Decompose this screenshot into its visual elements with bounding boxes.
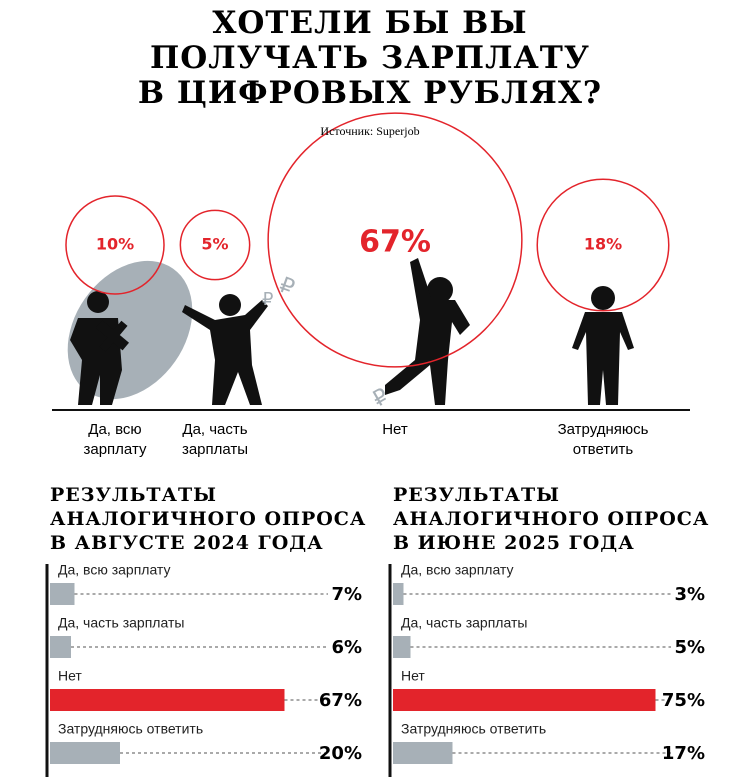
category-label: Затрудняюсь ответить xyxy=(557,421,649,458)
bubble xyxy=(179,209,251,281)
category-label: Да, всю зарплату xyxy=(58,562,171,578)
figures: ₽ ₽ ₽ xyxy=(67,258,634,412)
category-label: Да, часть зарплаты xyxy=(401,615,527,631)
category-label: Нет xyxy=(58,668,82,684)
chart-title: Результаты аналогичного опроса в июне 20… xyxy=(393,484,710,554)
bar xyxy=(393,742,453,764)
bar xyxy=(393,636,411,658)
value-label: 67% xyxy=(319,690,362,711)
bubble xyxy=(536,178,670,312)
bar xyxy=(393,583,404,605)
category-label: Затрудняюсь ответить xyxy=(58,721,203,737)
svg-text:₽: ₽ xyxy=(276,273,298,301)
value-label: 17% xyxy=(662,743,705,764)
value-label: 18% xyxy=(584,235,622,254)
chart-title: Результаты аналогичного опроса в августе… xyxy=(50,484,367,554)
chart-title: Хотели бы вы получать зарплату в цифровы… xyxy=(137,5,603,111)
category-label: Да, всю зарплату xyxy=(401,562,514,578)
value-label: 6% xyxy=(331,637,362,658)
bar xyxy=(393,689,656,711)
value-label: 5% xyxy=(674,637,705,658)
value-label: 5% xyxy=(201,235,228,254)
value-label: 10% xyxy=(96,235,134,254)
value-label: 3% xyxy=(674,584,705,605)
bar xyxy=(50,583,75,605)
bar xyxy=(50,636,71,658)
value-label: 67% xyxy=(359,225,431,260)
category-label: Затрудняюсь ответить xyxy=(401,721,546,737)
bubble xyxy=(267,112,523,368)
svg-text:₽: ₽ xyxy=(262,289,273,310)
source: Источник: Superjob xyxy=(320,124,420,138)
category-label: Нет xyxy=(401,668,425,684)
value-label: 75% xyxy=(662,690,705,711)
category-label: Да, часть зарплаты xyxy=(181,421,249,458)
value-label: 7% xyxy=(331,584,362,605)
bar xyxy=(50,742,120,764)
value-label: 20% xyxy=(319,743,362,764)
category-label: Да, всю зарплату xyxy=(83,421,147,458)
bubble xyxy=(65,195,165,295)
category-label: Да, часть зарплаты xyxy=(58,615,184,631)
category-label: Нет xyxy=(382,421,408,438)
bar xyxy=(50,689,285,711)
